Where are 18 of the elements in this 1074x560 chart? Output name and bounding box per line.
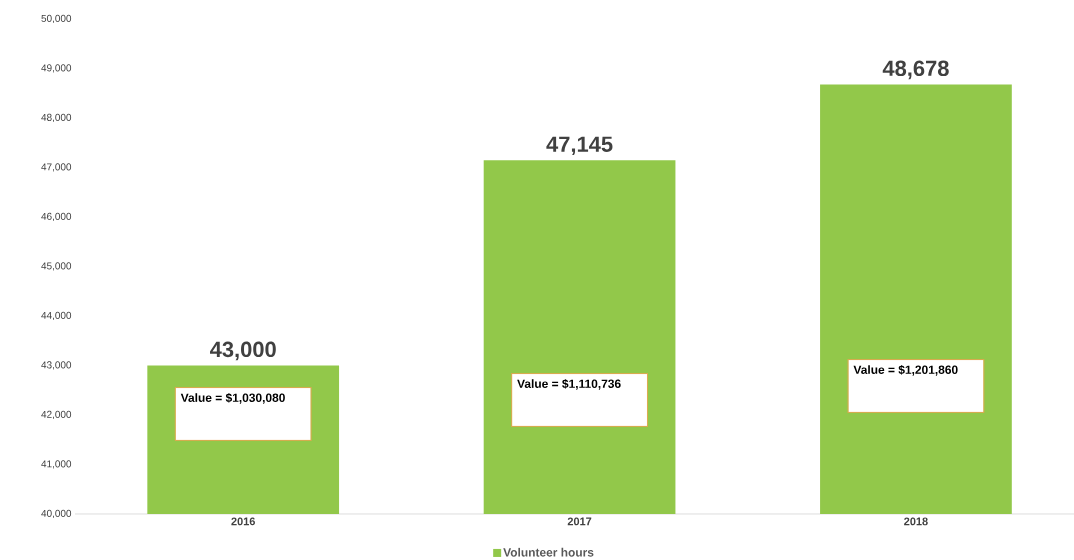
y-tick-label: 41,000 — [41, 460, 72, 469]
legend-label: Volunteer hours — [503, 547, 594, 557]
y-tick-label: 45,000 — [41, 262, 72, 271]
y-tick-label: 43,000 — [41, 361, 72, 370]
text: 47,145 — [546, 136, 613, 156]
x-tick-label: 2017 — [567, 517, 592, 526]
text: 48,678 — [882, 60, 949, 80]
y-tick-label: 47,000 — [41, 163, 72, 172]
x-tick-label: 2016 — [231, 517, 255, 526]
y-tick-label: 46,000 — [41, 212, 72, 222]
y-tick-label: 49,000 — [41, 64, 72, 73]
y-tick-label: 50,000 — [41, 14, 72, 24]
y-tick-label: 42,000 — [41, 410, 72, 420]
text: 43,000 — [210, 341, 276, 361]
y-tick-label: 48,000 — [41, 113, 72, 123]
y-tick-label: 44,000 — [41, 311, 72, 321]
x-tick-label: 2018 — [904, 517, 928, 526]
y-tick-label: 40,000 — [41, 509, 72, 519]
